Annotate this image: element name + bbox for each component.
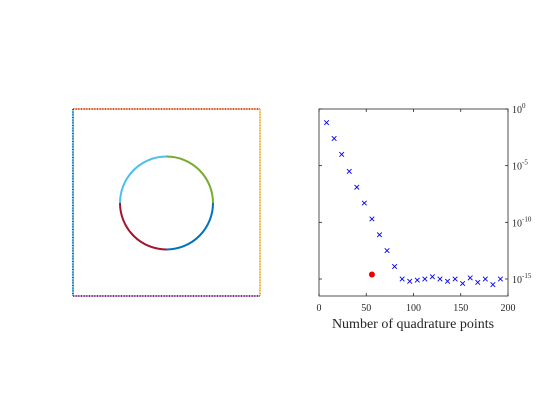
x-tick-label: 150: [453, 303, 468, 314]
geometry-panel: [72, 108, 261, 297]
inner-circle-arc-top-right: [166, 155, 214, 204]
error-marker-x: [361, 200, 367, 206]
error-marker-x: [399, 276, 405, 282]
error-marker-x: [444, 278, 451, 284]
inner-circle-arc-bottom-right: [166, 202, 214, 251]
error-marker-x: [391, 263, 398, 270]
error-marker-x: [407, 278, 413, 284]
error-marker-x: [497, 276, 504, 282]
error-marker-x: [429, 274, 436, 280]
error-marker-x: [414, 277, 420, 283]
error-marker-x: [460, 280, 466, 287]
x-tick-label: 50: [361, 303, 371, 314]
error-marker-x: [475, 279, 481, 286]
error-marker-x: [482, 276, 488, 282]
x-tick-label: 0: [317, 303, 322, 314]
inner-circle-arc-top-left: [119, 155, 167, 204]
y-tick-label: 10-5: [512, 159, 528, 173]
error-marker-x: [467, 275, 473, 281]
y-tick-label: 100: [512, 102, 526, 116]
y-tick-label-base: 10: [512, 275, 522, 286]
y-tick-label-exponent: -5: [522, 159, 528, 167]
x-axis-ticks: 0 50 100 150 200: [317, 109, 516, 314]
y-tick-label-base: 10: [512, 218, 522, 229]
error-marker-x: [354, 184, 360, 190]
error-marker-x: [422, 276, 428, 282]
data-markers: [323, 119, 504, 288]
y-tick-label-exponent: 0: [522, 102, 526, 110]
x-tick-label: 100: [406, 303, 421, 314]
y-tick-label: 10-15: [512, 272, 532, 286]
error-marker-x: [323, 119, 330, 126]
error-marker-x: [339, 151, 345, 157]
error-marker-x: [369, 216, 375, 222]
highlight-point: [368, 271, 375, 278]
error-marker-x: [437, 276, 443, 282]
error-marker-x: [376, 232, 383, 238]
y-tick-label-base: 10: [512, 162, 522, 173]
inner-circle-arc-bottom-left: [119, 202, 167, 251]
error-marker-x: [346, 168, 352, 174]
error-marker-x: [384, 248, 390, 254]
error-marker-x: [331, 135, 337, 142]
y-tick-label-exponent: -15: [522, 272, 532, 280]
x-axis-label: Number of quadrature points: [332, 317, 494, 332]
y-tick-label-exponent: -10: [522, 215, 532, 223]
error-marker-x: [452, 276, 458, 282]
x-tick-label: 200: [501, 303, 516, 314]
error-marker-x: [490, 282, 496, 288]
y-tick-label: 10-10: [512, 215, 532, 229]
y-tick-label-base: 10: [512, 105, 522, 116]
